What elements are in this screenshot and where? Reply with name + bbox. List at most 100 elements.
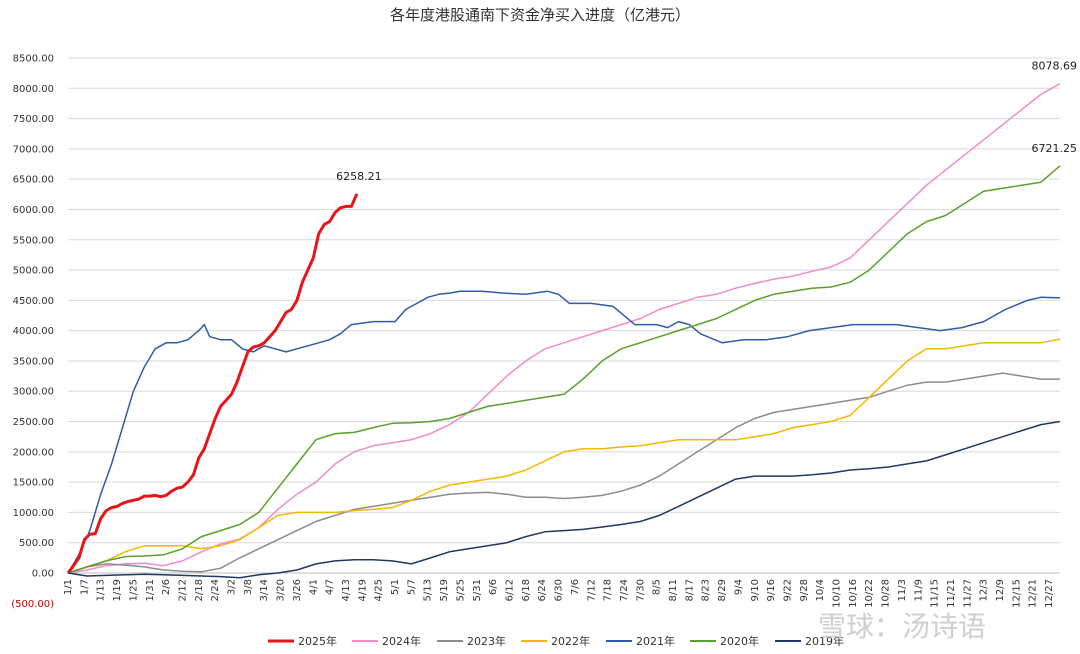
legend-label: 2024年 (382, 634, 421, 648)
legend-item[interactable]: 2023年 (437, 634, 506, 648)
end-label: 6258.21 (336, 170, 382, 183)
x-tick: 11/9 (913, 579, 924, 601)
x-tick: 8/23 (701, 579, 712, 601)
x-tick: 9/4 (733, 579, 744, 595)
x-tick-label: 10/16 (848, 579, 859, 608)
x-tick: 1/13 (96, 579, 107, 601)
x-tick: 8/11 (668, 579, 679, 601)
legend-item[interactable]: 2020年 (690, 634, 759, 648)
legend-label: 2023年 (467, 634, 506, 648)
x-tick: 6/12 (504, 579, 515, 601)
series-line-2021年 (67, 290, 1061, 574)
legend-label: 2019年 (805, 634, 844, 648)
x-tick: 6/18 (521, 579, 532, 601)
y-tick-label: 7500.00 (13, 114, 54, 125)
x-tick-label: 5/13 (423, 579, 434, 601)
x-tick-label: 10/28 (881, 579, 892, 608)
x-tick: 9/10 (750, 579, 761, 601)
x-tick: 5/31 (472, 579, 483, 601)
x-tick-label: 6/30 (554, 579, 565, 601)
x-tick: 3/20 (276, 579, 287, 601)
end-labels: 8078.69 6721.25 6258.21 (336, 60, 1077, 183)
y-tick-label: 6500.00 (13, 175, 54, 186)
x-tick-label: 4/19 (357, 579, 368, 601)
x-tick: 1/1 (63, 579, 74, 595)
x-tick: 9/22 (782, 579, 793, 601)
x-tick: 12/27 (1044, 579, 1055, 608)
x-tick: 3/8 (243, 579, 254, 595)
x-tick-label: 7/6 (570, 579, 581, 595)
x-tick: 11/15 (930, 579, 941, 608)
x-tick: 1/25 (128, 579, 139, 601)
x-tick-label: 6/24 (537, 579, 548, 601)
x-tick-label: 2/24 (210, 579, 221, 601)
x-tick-label: 2/12 (177, 579, 188, 601)
x-tick: 6/24 (537, 579, 548, 601)
x-tick-label: 12/15 (1011, 579, 1022, 608)
y-tick-label: 7000.00 (13, 144, 54, 155)
x-tick-label: 2/6 (161, 579, 172, 595)
x-tick: 5/25 (455, 579, 466, 601)
x-tick-label: 2/18 (194, 579, 205, 601)
x-tick: 12/21 (1028, 579, 1039, 608)
legend-item[interactable]: 2021年 (606, 634, 675, 648)
x-tick: 6/30 (554, 579, 565, 601)
x-tick-label: 4/13 (341, 579, 352, 601)
x-tick-label: 3/14 (259, 579, 270, 601)
x-tick: 2/12 (177, 579, 188, 601)
series-line-2020年 (67, 165, 1061, 574)
x-tick: 8/29 (717, 579, 728, 601)
chart-title: 各年度港股通南下资金净买入进度（亿港元） (389, 6, 690, 24)
x-tick-label: 5/1 (390, 579, 401, 595)
x-tick: 5/1 (390, 579, 401, 595)
x-tick-label: 1/1 (63, 579, 74, 595)
x-tick-label: 7/24 (619, 579, 630, 601)
x-tick: 9/28 (799, 579, 810, 601)
x-tick: 9/16 (766, 579, 777, 601)
x-tick-label: 6/18 (521, 579, 532, 601)
x-tick: 1/19 (112, 579, 123, 601)
x-tick-label: 10/22 (864, 579, 875, 608)
legend-item[interactable]: 2024年 (352, 634, 421, 648)
x-tick: 5/7 (406, 579, 417, 595)
x-tick-label: 4/25 (374, 579, 385, 601)
x-tick-label: 1/7 (79, 579, 90, 595)
end-label: 8078.69 (1032, 60, 1078, 73)
x-tick: 10/28 (881, 579, 892, 608)
x-tick: 3/26 (292, 579, 303, 601)
y-tick-label: 3500.00 (13, 356, 54, 367)
x-tick-label: 5/25 (455, 579, 466, 601)
x-tick: 11/3 (897, 579, 908, 601)
x-tick: 4/7 (325, 579, 336, 595)
x-tick-label: 9/28 (799, 579, 810, 601)
legend-item[interactable]: 2019年 (775, 634, 844, 648)
x-tick-label: 6/6 (488, 579, 499, 595)
x-tick-label: 7/30 (635, 579, 646, 601)
x-tick: 6/6 (488, 579, 499, 595)
x-tick: 4/25 (374, 579, 385, 601)
y-tick-label: 4500.00 (13, 296, 54, 307)
x-tick: 11/21 (946, 579, 957, 608)
x-tick-label: 12/27 (1044, 579, 1055, 608)
x-tick: 10/16 (848, 579, 859, 608)
x-tick: 12/3 (979, 579, 990, 601)
y-tick-label: 5500.00 (13, 235, 54, 246)
x-tick-label: 10/10 (832, 579, 843, 608)
legend[interactable]: 2025年 2024年 2023年 2022年 2021年 2020年 2019年 (268, 634, 844, 648)
x-tick-label: 7/12 (586, 579, 597, 601)
legend-label: 2020年 (720, 634, 759, 648)
x-tick-label: 11/27 (962, 579, 973, 608)
x-tick: 2/18 (194, 579, 205, 601)
x-tick: 4/19 (357, 579, 368, 601)
x-tick: 4/1 (308, 579, 319, 595)
x-tick: 2/24 (210, 579, 221, 601)
x-tick: 5/13 (423, 579, 434, 601)
x-tick-label: 9/22 (782, 579, 793, 601)
legend-item[interactable]: 2025年 (268, 634, 337, 648)
series-line-2024年 (67, 82, 1061, 574)
legend-label: 2025年 (298, 634, 337, 648)
x-tick-label: 11/21 (946, 579, 957, 608)
x-tick-label: 11/3 (897, 579, 908, 601)
legend-item[interactable]: 2022年 (521, 634, 590, 648)
